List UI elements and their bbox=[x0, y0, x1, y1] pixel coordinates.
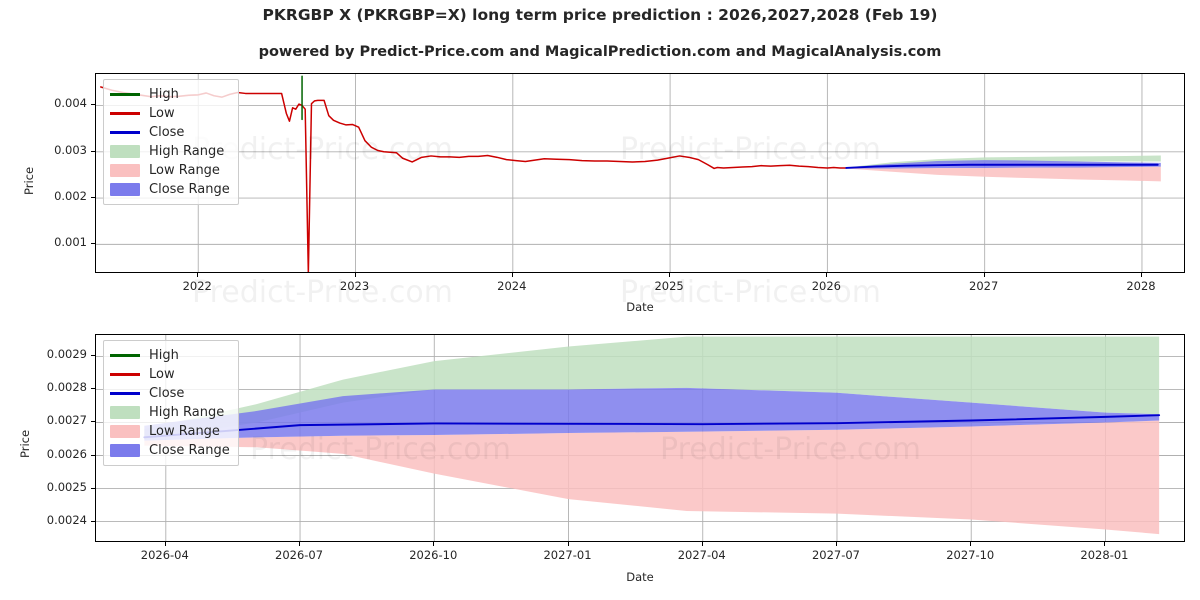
legend-item-low-range[interactable]: Low Range bbox=[110, 161, 230, 180]
x-tick-label: 2025 bbox=[654, 279, 684, 293]
legend-item-label: Close Range bbox=[149, 443, 230, 458]
x-tick-mark bbox=[164, 542, 166, 546]
y-tick-mark bbox=[91, 487, 95, 489]
legend-item-close-range[interactable]: Close Range bbox=[110, 441, 230, 460]
x-tick-label: 2023 bbox=[339, 279, 370, 293]
y-tick-mark bbox=[91, 104, 95, 106]
x-tick-mark bbox=[511, 273, 513, 277]
legend-swatch-icon bbox=[110, 406, 140, 419]
x-tick-label: 2026-07 bbox=[275, 548, 324, 562]
overview-chart-plot-area bbox=[95, 73, 1185, 273]
x-tick-label: 2022 bbox=[182, 279, 212, 293]
x-tick-mark bbox=[970, 542, 972, 546]
legend-swatch-icon bbox=[110, 354, 140, 357]
y-tick-label: 0.002 bbox=[54, 189, 87, 204]
x-tick-label: 2026-10 bbox=[409, 548, 458, 562]
x-tick-mark bbox=[567, 542, 569, 546]
y-tick-label: 0.001 bbox=[54, 235, 87, 250]
y-tick-label: 0.0024 bbox=[46, 512, 87, 527]
y-tick-mark bbox=[91, 355, 95, 357]
x-tick-mark bbox=[197, 273, 199, 277]
y-tick-label: 0.0025 bbox=[46, 479, 87, 494]
y-tick-mark bbox=[91, 421, 95, 423]
legend-item-high[interactable]: High bbox=[110, 346, 230, 365]
y-tick-mark bbox=[91, 197, 95, 199]
legend-item-label: Close Range bbox=[149, 182, 230, 197]
x-tick-mark bbox=[433, 542, 435, 546]
legend-swatch-icon bbox=[110, 145, 140, 158]
legend-swatch-icon bbox=[110, 392, 140, 395]
x-tick-mark bbox=[299, 542, 301, 546]
page-subtitle: powered by Predict-Price.com and Magical… bbox=[258, 44, 942, 60]
y-tick-label: 0.0029 bbox=[46, 347, 87, 362]
forecast-legend: High Low Close High Range Low Range Close Ran… bbox=[103, 340, 239, 466]
x-tick-mark bbox=[826, 273, 828, 277]
legend-item-label: Low Range bbox=[149, 163, 220, 178]
legend-swatch-icon bbox=[110, 131, 140, 134]
x-tick-mark bbox=[701, 542, 703, 546]
legend-item-label: High Range bbox=[149, 405, 225, 420]
x-tick-mark bbox=[1140, 273, 1142, 277]
legend-item-label: Close bbox=[149, 386, 185, 401]
legend-item-close-range[interactable]: Close Range bbox=[110, 180, 230, 199]
y-tick-label: 0.004 bbox=[54, 96, 87, 111]
y-tick-mark bbox=[91, 388, 95, 390]
legend-swatch-icon bbox=[110, 444, 140, 457]
x-tick-label: 2027-07 bbox=[811, 548, 861, 562]
legend-item-high[interactable]: High bbox=[110, 85, 230, 104]
y-tick-mark bbox=[91, 150, 95, 152]
legend-swatch-icon bbox=[110, 373, 140, 376]
y-tick-label: 0.0027 bbox=[46, 413, 87, 428]
legend-swatch-icon bbox=[110, 183, 140, 196]
legend-item-label: High bbox=[149, 87, 179, 102]
legend-item-low[interactable]: Low bbox=[110, 365, 230, 384]
legend-swatch-icon bbox=[110, 93, 140, 96]
forecast-chart-plot-area bbox=[95, 334, 1185, 542]
legend-item-label: Low bbox=[149, 106, 175, 121]
y-tick-mark bbox=[91, 454, 95, 456]
x-tick-label: 2027-10 bbox=[946, 548, 995, 562]
x-tick-label: 2026 bbox=[811, 279, 842, 293]
x-tick-mark bbox=[1104, 542, 1106, 546]
x-tick-mark bbox=[669, 273, 671, 277]
x-tick-label: 2027-04 bbox=[677, 548, 726, 562]
y-tick-label: 0.0028 bbox=[46, 380, 87, 395]
legend-item-label: Low Range bbox=[149, 424, 220, 439]
legend-item-low-range[interactable]: Low Range bbox=[110, 422, 230, 441]
x-tick-mark bbox=[835, 542, 837, 546]
legend-item-high-range[interactable]: High Range bbox=[110, 403, 230, 422]
legend-item-label: High bbox=[149, 348, 179, 363]
x-tick-label: 2028 bbox=[1126, 279, 1156, 293]
x-tick-label: 2027-01 bbox=[543, 548, 592, 562]
x-tick-label: 2028-01 bbox=[1080, 548, 1129, 562]
x-tick-label: 2026-04 bbox=[140, 548, 189, 562]
x-tick-mark bbox=[983, 273, 985, 277]
x-tick-label: 2027 bbox=[969, 279, 999, 293]
y-tick-label: 0.003 bbox=[54, 142, 87, 157]
legend-swatch-icon bbox=[110, 425, 140, 438]
y-tick-mark bbox=[91, 243, 95, 245]
y-tick-label: 0.0026 bbox=[46, 446, 87, 461]
legend-item-close[interactable]: Close bbox=[110, 123, 230, 142]
legend-swatch-icon bbox=[110, 112, 140, 115]
x-tick-label: 2024 bbox=[497, 279, 527, 293]
legend-item-label: Close bbox=[149, 125, 185, 140]
legend-item-high-range[interactable]: High Range bbox=[110, 142, 230, 161]
legend-item-label: Low bbox=[149, 367, 175, 382]
legend-item-label: High Range bbox=[149, 144, 225, 159]
legend-item-close[interactable]: Close bbox=[110, 384, 230, 403]
y-tick-mark bbox=[91, 520, 95, 522]
x-tick-mark bbox=[354, 273, 356, 277]
legend-item-low[interactable]: Low bbox=[110, 104, 230, 123]
forecast-chart-canvas bbox=[96, 335, 1184, 541]
overview-chart-canvas bbox=[96, 74, 1184, 272]
forecast-x-axis-label: Date bbox=[626, 570, 654, 584]
legend-swatch-icon bbox=[110, 164, 140, 177]
overview-x-axis-label: Date bbox=[626, 300, 654, 314]
page-title: PKRGBP X (PKRGBP=X) long term price pred… bbox=[262, 6, 938, 24]
overview-legend: High Low Close High Range Low Range Close Ran… bbox=[103, 79, 239, 205]
